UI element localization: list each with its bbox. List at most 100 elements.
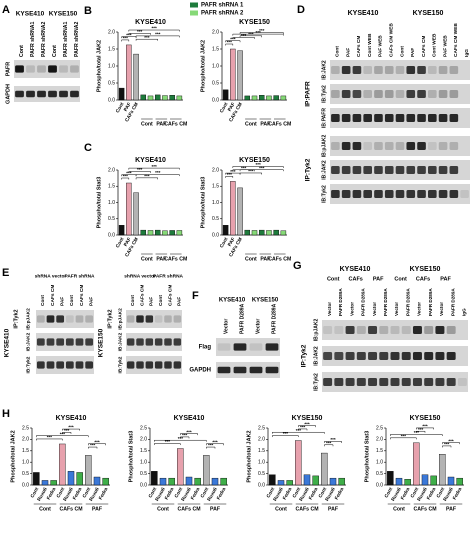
band [368,352,378,360]
blot [330,84,470,104]
bar [237,187,243,236]
significance-bracket [36,435,89,438]
row-label: IB:Tyk2 [117,356,123,373]
significance-bracket [135,38,158,41]
group-label: Cont [39,506,51,512]
significance-label: *** [68,425,74,430]
significance-bracket [121,177,130,180]
significance-bracket [154,443,181,446]
lane-label: CAFs CM WEB [388,23,394,57]
band [390,326,400,334]
band [15,65,24,73]
bar [118,225,125,236]
cell-line: KYSE410 [219,298,246,304]
row-label: PAFR [5,62,11,77]
row-label: IB:Tyk2 [321,85,327,103]
band [363,142,372,150]
band [15,90,24,98]
cell-line: KYSE410 [340,266,371,273]
y-tick-label: 1.5 [108,46,115,52]
band [341,166,351,174]
band [424,352,434,360]
x-tick-label: PAF [123,237,133,248]
band [449,166,459,174]
bar [220,477,227,486]
band [341,90,351,98]
lane-group-header: shRNA vector [124,273,156,279]
cell-line: KYSE150 [252,298,279,304]
lane-label: Cont [158,295,164,306]
group-label: PAF [156,121,166,127]
significance-bracket [239,172,262,175]
y-tick-label: 1.0 [212,200,219,206]
band [173,315,182,323]
band [390,352,400,360]
significance-bracket [232,37,255,39]
band [384,142,394,150]
band [70,90,79,98]
group-label: PAF [92,506,102,512]
legend-swatch [190,2,198,8]
lane-label: Vector [349,302,354,316]
lane-label: Cont [69,295,75,306]
band [217,366,231,374]
x-tick-label: Cont [292,486,303,499]
bar [395,477,403,486]
cell-line: KYSE150 [410,266,441,273]
y-tick-label: 0.0 [108,97,115,103]
group-label: CAFs CM [164,256,187,262]
y-tick-label: 0.5 [212,80,219,86]
band [384,166,394,174]
band [395,114,405,122]
treatment-label: Cont [327,276,340,282]
band [341,190,351,198]
lane-label: Vector [394,302,399,316]
group-label: Cont [275,506,287,512]
y-tick-label: 2.0 [108,167,115,173]
ip-label: IP:PAFR [305,81,312,107]
band [438,142,448,150]
significance-bracket [88,446,98,449]
bar [168,477,175,486]
band [457,378,467,386]
significance-bracket [324,444,334,447]
row-label: IB:JAK2 [321,60,327,80]
lane-label: Cont WEB [367,33,373,57]
band [384,114,394,122]
bar [321,452,328,486]
band [390,378,400,386]
bar [185,476,193,486]
band [449,142,459,150]
band [334,326,344,334]
band [345,378,355,386]
band [446,326,456,334]
lane-label: PAF [410,48,416,57]
row-label: IB:PAFR [321,108,327,128]
band [145,338,154,346]
bar [159,477,167,486]
bar [286,480,293,486]
significance-bracket [239,32,284,34]
significance-bracket [390,434,443,437]
band [265,366,279,374]
band [356,352,366,360]
band [331,66,340,74]
row-label: IB:pJAK2 [25,308,31,330]
treatment-label: PAF [440,276,451,282]
band [417,142,426,150]
band [341,114,351,122]
bar [244,95,251,101]
significance-bracket [442,442,460,445]
band [438,90,448,98]
chart-title: KYSE150 [239,157,270,164]
y-tick-label: 2.0 [140,437,147,443]
band [449,90,459,98]
y-tick-label: 2.5 [376,425,383,431]
cell-line: KYSE410 [4,328,11,357]
significance-label: *** [123,36,129,41]
band [384,90,394,98]
band [46,315,55,323]
bar [194,477,201,486]
band [85,338,94,346]
band [449,190,459,198]
